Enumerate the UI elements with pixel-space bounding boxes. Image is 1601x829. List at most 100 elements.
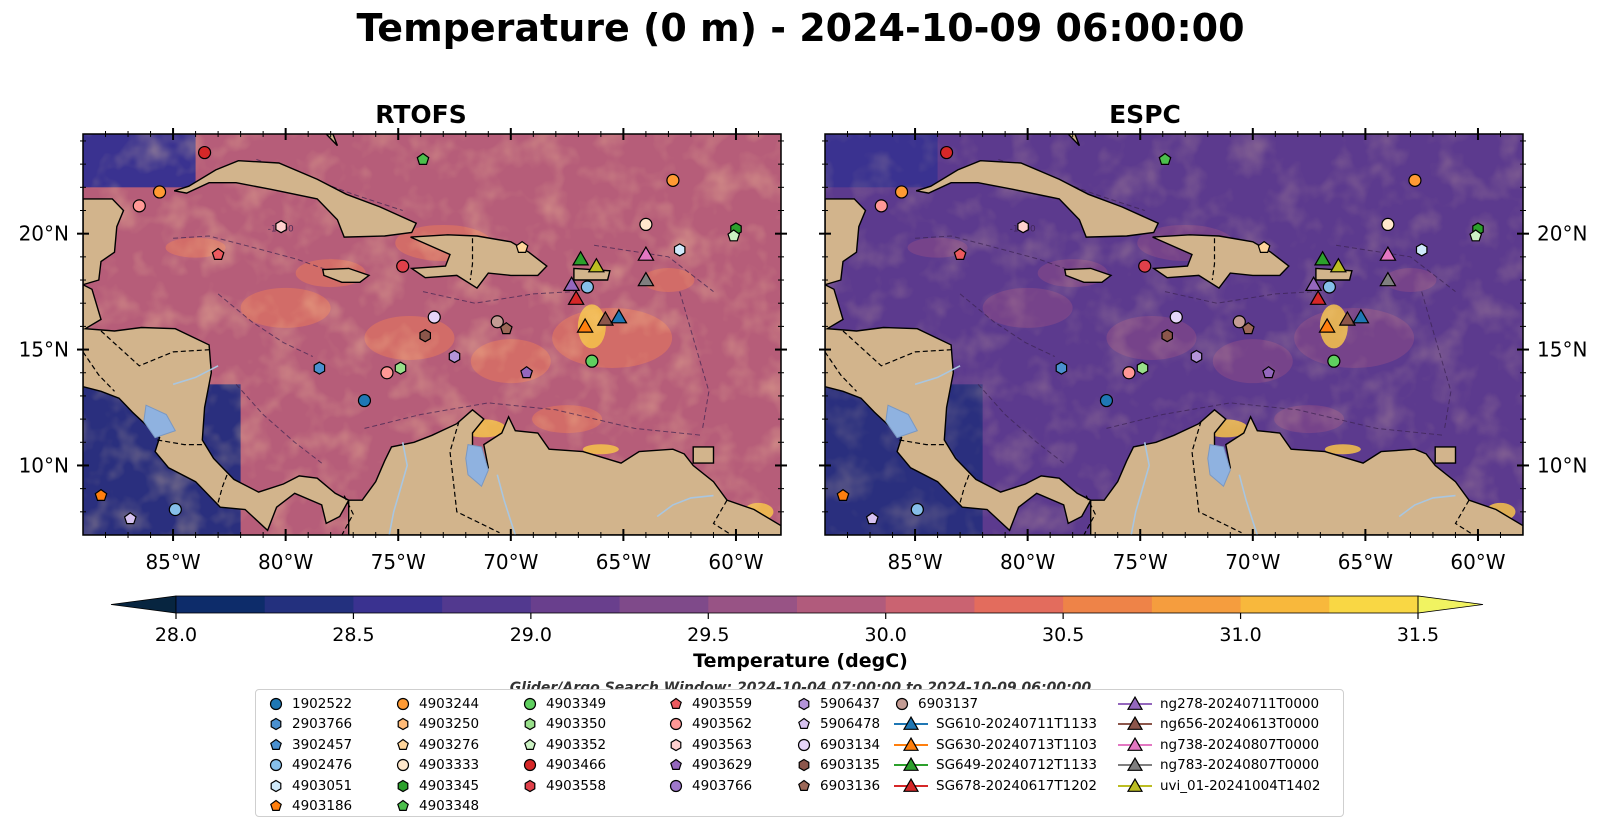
- legend-symbol[interactable]: [397, 718, 409, 731]
- legend-symbol[interactable]: [397, 799, 409, 811]
- obs-marker-6903134[interactable]: [427, 310, 441, 324]
- obs-marker-6903137[interactable]: [939, 145, 954, 160]
- legend-symbol[interactable]: [270, 799, 282, 811]
- obs-marker-4903244[interactable]: [666, 173, 680, 187]
- legend-symbol[interactable]: [798, 697, 810, 711]
- obs-marker-4903629[interactable]: [520, 365, 534, 379]
- obs-marker-SG649[interactable]: [1313, 250, 1332, 266]
- obs-marker-4903563[interactable]: [1017, 220, 1029, 234]
- obs-marker-SG630[interactable]: [576, 317, 594, 333]
- legend-symbol[interactable]: [797, 738, 811, 751]
- legend-symbol[interactable]: [902, 716, 920, 731]
- obs-marker-SG610[interactable]: [1352, 308, 1370, 324]
- obs-marker-ng278[interactable]: [1304, 275, 1323, 291]
- legend-symbol[interactable]: [269, 697, 283, 711]
- legend-symbol[interactable]: [1126, 716, 1144, 731]
- obs-marker-4903051[interactable]: [673, 243, 686, 257]
- obs-marker-4903559[interactable]: [953, 247, 967, 260]
- legend-symbol[interactable]: [670, 697, 682, 709]
- obs-marker-ng278[interactable]: [562, 275, 581, 291]
- obs-marker-SG610[interactable]: [610, 308, 628, 324]
- obs-marker-5906437[interactable]: [1190, 349, 1203, 364]
- obs-marker-4903186[interactable]: [94, 488, 108, 501]
- obs-marker-4903186[interactable]: [836, 488, 850, 501]
- obs-marker-uvi_01[interactable]: [587, 257, 605, 273]
- legend-symbol[interactable]: [269, 759, 283, 772]
- obs-marker-ng738[interactable]: [637, 245, 655, 261]
- legend-symbol[interactable]: [1126, 777, 1144, 792]
- obs-marker-4902476[interactable]: [580, 280, 594, 294]
- legend-symbol[interactable]: [798, 779, 810, 791]
- legend-symbol[interactable]: [396, 697, 410, 711]
- obs-marker-4903244[interactable]: [894, 185, 909, 199]
- obs-marker-4903559[interactable]: [211, 247, 225, 260]
- obs-marker-4903466[interactable]: [1138, 259, 1152, 273]
- obs-marker-4902476[interactable]: [910, 502, 924, 517]
- legend-symbol[interactable]: [1126, 757, 1144, 772]
- legend-symbol[interactable]: [524, 738, 536, 750]
- obs-marker-4903629[interactable]: [1262, 365, 1276, 379]
- obs-marker-5906437[interactable]: [448, 349, 461, 364]
- legend-symbol[interactable]: [670, 738, 682, 751]
- legend-symbol[interactable]: [270, 779, 282, 792]
- legend-symbol[interactable]: [270, 738, 282, 750]
- map-rtofs[interactable]: -1000: [83, 134, 781, 535]
- obs-marker-ng656[interactable]: [596, 310, 615, 326]
- legend-symbol[interactable]: [524, 718, 536, 731]
- legend-symbol[interactable]: [902, 736, 920, 751]
- obs-marker-6903136[interactable]: [499, 321, 513, 335]
- obs-marker-4903562[interactable]: [1122, 366, 1136, 380]
- obs-marker-SG678[interactable]: [1309, 289, 1327, 305]
- legend-symbol[interactable]: [397, 738, 409, 750]
- obs-marker-4903244[interactable]: [152, 185, 167, 199]
- obs-marker-4903562[interactable]: [380, 366, 394, 380]
- obs-marker-4903350[interactable]: [394, 361, 407, 375]
- legend-symbol[interactable]: [669, 718, 683, 731]
- map-espc[interactable]: -1000: [825, 134, 1523, 535]
- obs-marker-4903563[interactable]: [275, 220, 287, 234]
- obs-marker-ng656[interactable]: [1338, 310, 1357, 326]
- obs-marker-4903244[interactable]: [1408, 173, 1422, 187]
- legend-symbol[interactable]: [669, 779, 683, 792]
- obs-marker-4903562[interactable]: [132, 199, 146, 213]
- obs-marker-4903562[interactable]: [874, 199, 888, 213]
- legend-symbol[interactable]: [798, 718, 810, 730]
- obs-marker-4903333[interactable]: [639, 217, 653, 231]
- obs-marker-6903137[interactable]: [197, 145, 212, 160]
- obs-marker-5906478[interactable]: [865, 512, 879, 525]
- obs-marker-5906478[interactable]: [123, 512, 137, 525]
- obs-marker-SG678[interactable]: [567, 289, 585, 305]
- legend-symbol[interactable]: [902, 777, 920, 792]
- obs-marker-1902522[interactable]: [1099, 393, 1114, 408]
- obs-marker-2903766[interactable]: [1055, 361, 1068, 375]
- legend-symbol[interactable]: [1126, 696, 1144, 710]
- obs-marker-2903766[interactable]: [313, 361, 326, 375]
- obs-marker-4903348[interactable]: [1158, 152, 1172, 165]
- obs-marker-uvi_01[interactable]: [1329, 257, 1347, 273]
- obs-marker-4902476[interactable]: [1322, 280, 1336, 294]
- obs-marker-4903333[interactable]: [1381, 217, 1395, 231]
- obs-marker-4902476[interactable]: [168, 502, 182, 517]
- obs-marker-ng738[interactable]: [1379, 245, 1397, 261]
- obs-marker-6903137[interactable]: [1232, 315, 1246, 329]
- legend-symbol[interactable]: [524, 779, 536, 792]
- obs-marker-ng783[interactable]: [637, 271, 655, 287]
- legend-symbol[interactable]: [895, 697, 909, 711]
- legend-symbol[interactable]: [1126, 736, 1144, 751]
- legend-symbol[interactable]: [270, 718, 282, 731]
- obs-marker-4903348[interactable]: [416, 152, 430, 165]
- legend-symbol[interactable]: [902, 757, 920, 772]
- obs-marker-4903352[interactable]: [1469, 229, 1483, 242]
- obs-marker-4903349[interactable]: [1327, 354, 1341, 368]
- legend-symbol[interactable]: [670, 758, 682, 771]
- legend-symbol[interactable]: [396, 759, 410, 772]
- legend-symbol[interactable]: [397, 779, 409, 792]
- obs-marker-4903350[interactable]: [1136, 361, 1149, 375]
- obs-marker-6903137[interactable]: [490, 315, 504, 329]
- obs-marker-4903051[interactable]: [1415, 243, 1428, 257]
- obs-marker-SG630[interactable]: [1318, 317, 1336, 333]
- obs-marker-6903135[interactable]: [1161, 329, 1174, 343]
- obs-marker-6903134[interactable]: [1169, 310, 1183, 324]
- obs-marker-4903466[interactable]: [396, 259, 410, 273]
- obs-marker-4903276[interactable]: [515, 240, 529, 253]
